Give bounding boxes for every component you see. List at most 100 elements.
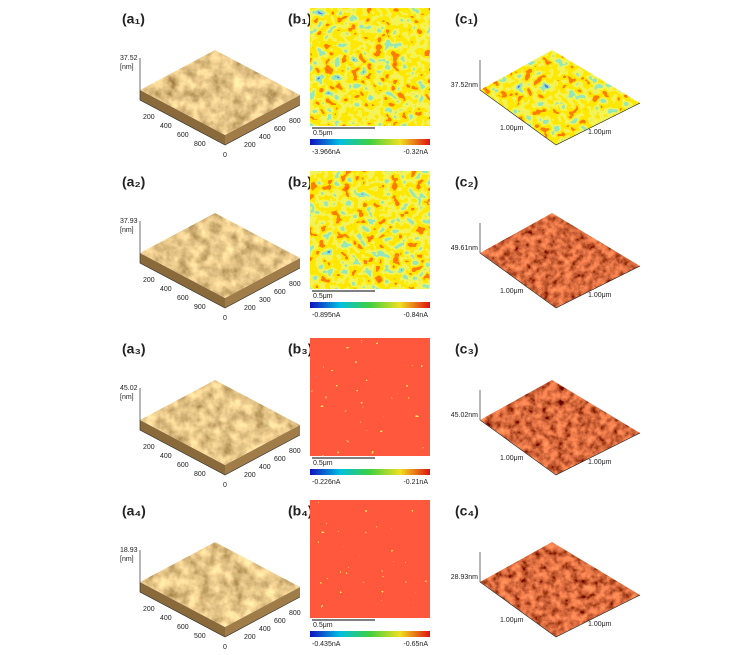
panel-label: (a₂) bbox=[122, 174, 145, 190]
axis-frame bbox=[139, 388, 301, 476]
height-label: 45.02 bbox=[120, 385, 138, 392]
height-label: 37.52nm bbox=[451, 82, 478, 89]
tick-label: 200 bbox=[244, 305, 256, 312]
x-axis-label: 1.00μm bbox=[500, 617, 524, 624]
panel-label: (c₄) bbox=[455, 503, 479, 519]
tick-label: 800 bbox=[289, 448, 301, 455]
axis-frame bbox=[139, 221, 301, 309]
origin-label: 0 bbox=[223, 152, 227, 159]
panel-label: (c₃) bbox=[455, 341, 479, 357]
axis-frame bbox=[479, 552, 641, 638]
panel-label: (a₃) bbox=[122, 341, 146, 357]
colorbar-min: -3.966nA bbox=[312, 149, 341, 156]
height-unit: [nm] bbox=[120, 556, 134, 563]
axis-frame bbox=[479, 60, 641, 146]
tick-label: 200 bbox=[143, 114, 155, 121]
tick-label: 200 bbox=[143, 606, 155, 613]
tick-label: 600 bbox=[274, 456, 286, 463]
tick-label: 600 bbox=[177, 295, 189, 302]
x-axis-label: 1.00μm bbox=[500, 125, 524, 132]
panel-label: (c₂) bbox=[455, 174, 478, 190]
tick-label: 800 bbox=[289, 281, 301, 288]
axis-frame bbox=[139, 58, 301, 146]
y-axis-label: 1.00μm bbox=[588, 292, 612, 299]
panel-label: (b₄) bbox=[288, 503, 313, 519]
scale-label: 0.5μm bbox=[313, 460, 333, 467]
tick-label: 400 bbox=[160, 123, 172, 130]
tick-label: 500 bbox=[194, 633, 206, 640]
colorbar-min: -0.226nA bbox=[312, 479, 341, 486]
height-label: 49.61nm bbox=[451, 245, 478, 252]
tick-label: 800 bbox=[289, 610, 301, 617]
tick-label: 600 bbox=[274, 126, 286, 133]
panel-label: (c₁) bbox=[455, 11, 478, 27]
height-label: 28.93nm bbox=[451, 574, 478, 581]
height-label: 18.93 bbox=[120, 547, 138, 554]
colorbar bbox=[310, 139, 430, 145]
y-axis-label: 1.00μm bbox=[588, 129, 612, 136]
axis-frame bbox=[479, 223, 641, 309]
scale-label: 0.5μm bbox=[313, 130, 333, 137]
origin-label: 0 bbox=[223, 482, 227, 489]
surface-side bbox=[140, 582, 225, 637]
origin-label: 0 bbox=[223, 315, 227, 322]
colorbar-max: -0.84nA bbox=[403, 312, 428, 319]
tick-label: 600 bbox=[274, 618, 286, 625]
scale-label: 0.5μm bbox=[313, 622, 333, 629]
height-unit: [nm] bbox=[120, 394, 134, 401]
height-label: 37.93 bbox=[120, 218, 138, 225]
x-axis-label: 1.00μm bbox=[500, 455, 524, 462]
axis-frame bbox=[479, 390, 641, 476]
tick-label: 600 bbox=[177, 462, 189, 469]
tick-label: 300 bbox=[259, 297, 271, 304]
panel-label: (b₁) bbox=[288, 11, 312, 27]
colorbar-max: -0.65nA bbox=[403, 641, 428, 648]
height-unit: [nm] bbox=[120, 64, 134, 71]
colorbar-max: -0.32nA bbox=[403, 149, 428, 156]
tick-label: 800 bbox=[289, 118, 301, 125]
tick-label: 600 bbox=[274, 289, 286, 296]
tick-label: 200 bbox=[244, 472, 256, 479]
surface-side bbox=[225, 258, 300, 308]
tick-label: 200 bbox=[244, 634, 256, 641]
surface-side bbox=[140, 420, 225, 475]
tick-label: 200 bbox=[143, 444, 155, 451]
tick-label: 400 bbox=[259, 626, 271, 633]
y-axis-label: 1.00μm bbox=[588, 621, 612, 628]
surface-side bbox=[140, 90, 225, 145]
tick-label: 200 bbox=[143, 277, 155, 284]
tick-label: 900 bbox=[194, 304, 206, 311]
current-map bbox=[310, 338, 430, 456]
colorbar-min: -0.435nA bbox=[312, 641, 341, 648]
panel-label: (b₂) bbox=[288, 174, 312, 190]
tick-label: 400 bbox=[160, 615, 172, 622]
tick-label: 800 bbox=[194, 141, 206, 148]
tick-label: 400 bbox=[160, 453, 172, 460]
tick-label: 600 bbox=[177, 624, 189, 631]
panel-label: (a₄) bbox=[122, 503, 146, 519]
height-unit: [nm] bbox=[120, 227, 134, 234]
tick-label: 400 bbox=[259, 464, 271, 471]
current-map bbox=[310, 500, 430, 618]
panel-label: (a₁) bbox=[122, 11, 145, 27]
height-label: 45.02nm bbox=[451, 412, 478, 419]
surface-side bbox=[225, 587, 300, 637]
colorbar bbox=[310, 302, 430, 308]
tick-label: 600 bbox=[177, 132, 189, 139]
axis-frame bbox=[139, 550, 301, 638]
current-map bbox=[310, 171, 430, 289]
tick-label: 400 bbox=[160, 286, 172, 293]
x-axis-label: 1.00μm bbox=[500, 288, 524, 295]
height-label: 37.52 bbox=[120, 55, 138, 62]
y-axis-label: 1.00μm bbox=[588, 459, 612, 466]
colorbar bbox=[310, 631, 430, 637]
current-map bbox=[310, 8, 430, 126]
surface-side bbox=[225, 95, 300, 145]
colorbar-max: -0.21nA bbox=[403, 479, 428, 486]
colorbar bbox=[310, 469, 430, 475]
tick-label: 200 bbox=[244, 142, 256, 149]
panel-label: (b₃) bbox=[288, 341, 312, 357]
origin-label: 0 bbox=[223, 644, 227, 651]
